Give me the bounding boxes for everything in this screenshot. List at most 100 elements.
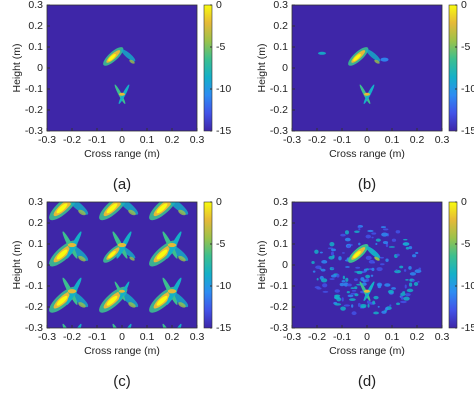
colorbar-tick-label: -15 bbox=[216, 322, 231, 334]
scatter-blob bbox=[353, 250, 361, 259]
y-tick-label: -0.2 bbox=[25, 301, 43, 313]
speckle bbox=[373, 311, 379, 315]
speckle bbox=[387, 289, 394, 294]
scatter-blob bbox=[118, 202, 139, 215]
scatter-blob bbox=[121, 49, 136, 62]
speckle bbox=[346, 290, 350, 294]
heatmap-image bbox=[49, 202, 189, 328]
scatter-blob bbox=[56, 295, 68, 306]
x-axis-label: Cross range (m) bbox=[84, 345, 160, 357]
speckle bbox=[379, 256, 385, 259]
speckle bbox=[328, 255, 335, 260]
x-tick-label: 0.1 bbox=[140, 134, 155, 146]
scatter-blob bbox=[78, 302, 86, 308]
speckle bbox=[330, 251, 334, 256]
scatter-blob bbox=[178, 302, 186, 308]
speckle bbox=[400, 295, 404, 300]
y-tick-label: -0.3 bbox=[25, 125, 43, 137]
y-tick-label: 0.1 bbox=[28, 41, 43, 53]
scatter-blob bbox=[374, 256, 380, 261]
speckle bbox=[381, 232, 388, 237]
colorbar-tick-label: -5 bbox=[461, 41, 470, 53]
speckle bbox=[353, 278, 358, 282]
speckle bbox=[380, 226, 387, 229]
y-tick-label: -0.1 bbox=[270, 83, 288, 95]
heatmap-image bbox=[318, 47, 389, 104]
speckle bbox=[405, 279, 409, 281]
scatter-blob bbox=[380, 57, 389, 62]
speckle bbox=[319, 251, 323, 254]
speckle bbox=[373, 295, 379, 300]
x-tick-label: -0.3 bbox=[38, 331, 56, 343]
colorbar bbox=[448, 4, 458, 132]
y-tick-label: -0.2 bbox=[270, 104, 288, 116]
speckle bbox=[334, 289, 340, 293]
scatter-blob bbox=[128, 302, 136, 308]
y-tick-label: -0.2 bbox=[270, 301, 288, 313]
speckle bbox=[360, 305, 367, 309]
colorbar-tick-label: 0 bbox=[216, 0, 222, 11]
speckle bbox=[417, 280, 420, 283]
scatter-blob bbox=[318, 51, 326, 55]
y-tick-label: 0.1 bbox=[273, 238, 288, 250]
speckle bbox=[334, 295, 338, 300]
speckle bbox=[391, 287, 396, 290]
speckle bbox=[350, 287, 355, 290]
speckle bbox=[341, 279, 346, 283]
speckle bbox=[341, 297, 344, 302]
scatter-blob bbox=[67, 289, 77, 294]
x-tick-label: -0.1 bbox=[88, 134, 106, 146]
speckle bbox=[339, 282, 345, 287]
speckle bbox=[321, 260, 328, 264]
y-tick-label: 0.3 bbox=[28, 196, 43, 208]
speckle bbox=[368, 259, 375, 264]
speckle bbox=[371, 267, 375, 272]
speckle bbox=[408, 266, 412, 270]
colorbar-tick-label: -5 bbox=[216, 238, 225, 250]
speckle bbox=[370, 274, 374, 277]
scatter-blob bbox=[108, 53, 116, 62]
scatter-blob bbox=[374, 59, 380, 64]
speckle bbox=[344, 230, 349, 235]
speckle bbox=[347, 244, 351, 249]
speckle bbox=[330, 274, 337, 278]
speckle bbox=[354, 293, 359, 297]
y-tick-label: 0.2 bbox=[273, 20, 288, 32]
heatmap-background bbox=[292, 5, 442, 131]
x-tick-label: -0.1 bbox=[88, 331, 106, 343]
heatmap-background bbox=[292, 202, 442, 328]
speckle bbox=[327, 247, 334, 250]
x-tick-label: -0.2 bbox=[63, 331, 81, 343]
colorbar-tick-label: 0 bbox=[461, 0, 467, 11]
x-tick-label: -0.2 bbox=[308, 331, 326, 343]
scatter-blob bbox=[364, 289, 370, 293]
panel-caption: (c) bbox=[113, 373, 131, 390]
x-tick-label: 0.1 bbox=[140, 331, 155, 343]
scatter-blob bbox=[128, 209, 136, 216]
speckle bbox=[329, 278, 335, 280]
y-tick-label: 0.2 bbox=[28, 20, 43, 32]
panel: -0.3 -0.2 -0.1 0 0.1 0.2 0.3 -0.3 -0.2 -0.1 0 0.1 0.… bbox=[11, 196, 232, 390]
speckle bbox=[354, 271, 361, 273]
speckle bbox=[315, 265, 322, 269]
speckle bbox=[405, 293, 411, 297]
speckle bbox=[320, 278, 328, 283]
x-tick-label: 0.2 bbox=[410, 134, 425, 146]
speckle bbox=[336, 273, 340, 278]
y-axis-label: Height (m) bbox=[11, 240, 23, 289]
speckle bbox=[418, 267, 422, 271]
x-tick-label: 0.1 bbox=[385, 134, 400, 146]
speckle bbox=[382, 228, 389, 231]
y-tick-label: 0.3 bbox=[28, 0, 43, 11]
speckle bbox=[376, 267, 383, 272]
scatter-blob bbox=[364, 92, 370, 96]
y-tick-label: -0.3 bbox=[270, 322, 288, 334]
speckle bbox=[311, 260, 315, 265]
x-tick-label: -0.3 bbox=[283, 331, 301, 343]
speckle bbox=[403, 269, 407, 272]
speckle bbox=[406, 288, 414, 293]
speckle bbox=[400, 300, 407, 304]
panel: -0.3 -0.2 -0.1 0 0.1 0.2 0.3 -0.3 -0.2 -0.1 0 0.1 0.… bbox=[256, 0, 474, 193]
speckle bbox=[320, 268, 326, 272]
y-tick-label: -0.1 bbox=[270, 280, 288, 292]
